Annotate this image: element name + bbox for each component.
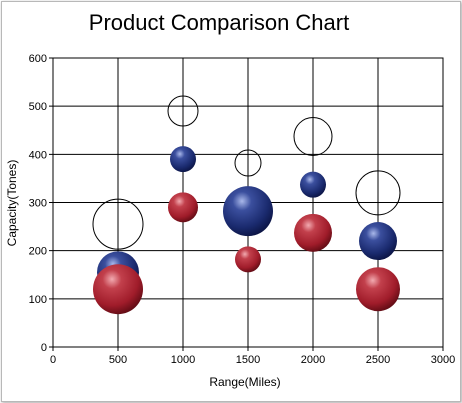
x-tick-label: 1500 [236,354,260,366]
bubble-blue [300,171,326,198]
bubbles [92,95,401,315]
chart-title: Product Comparison Chart [89,10,349,35]
x-tick-label: 3000 [431,354,455,366]
y-tick-label: 500 [29,101,47,113]
x-axis-label: Range(Miles) [209,375,280,389]
y-tick-label: 300 [29,198,47,210]
x-tick-label: 1000 [171,354,195,366]
bubble-outline [92,198,144,250]
y-axis-label: Capacity(Tones) [5,160,19,247]
x-tick-label: 0 [50,354,56,366]
bubble-blue [170,146,196,173]
bubble-outline [234,149,262,177]
bubble-red [168,192,198,223]
y-tick-label: 600 [29,53,47,65]
bubble-blue [223,186,273,237]
x-axis-ticks: 0 500 1000 1500 2000 2500 3000 [50,354,455,366]
y-tick-label: 200 [29,246,47,258]
bubble-red [93,264,143,315]
y-tick-label: 100 [29,294,47,306]
x-tick-label: 2500 [366,354,390,366]
bubble-red [356,267,400,312]
y-tick-label: 0 [41,342,47,354]
bubble-outline [355,170,401,216]
bubble-red [294,213,332,252]
y-axis-ticks: 0 100 200 300 400 500 600 [29,53,47,354]
x-tick-label: 2000 [301,354,325,366]
bubble-red [235,246,261,273]
bubble-outline [293,117,333,157]
bubble-blue [359,222,397,261]
bubble-outline [167,95,199,127]
y-tick-label: 400 [29,149,47,161]
x-tick-label: 500 [109,354,127,366]
